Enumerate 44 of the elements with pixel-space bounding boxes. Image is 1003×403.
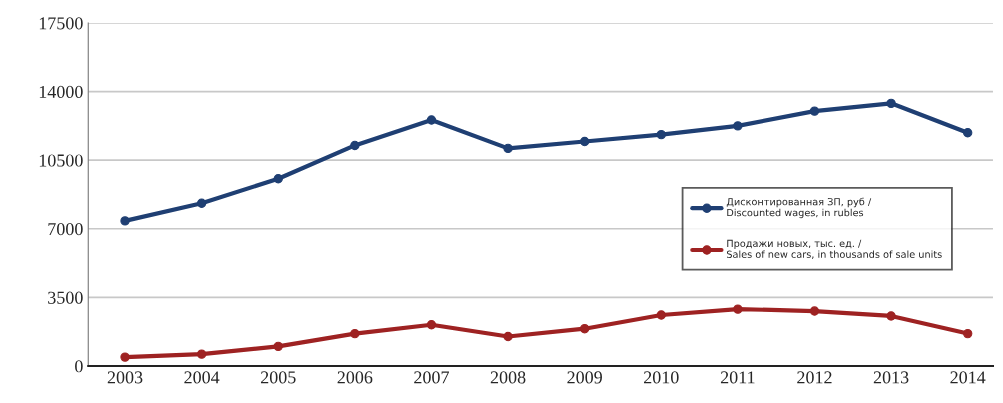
point xyxy=(733,121,743,131)
point xyxy=(120,216,130,226)
point xyxy=(579,136,590,147)
point xyxy=(579,324,590,334)
point xyxy=(426,115,437,125)
point xyxy=(273,341,283,352)
y-tick-label: 3500 xyxy=(48,291,83,304)
x-tick-label: 2005 xyxy=(260,371,296,384)
y-tick-label: 7000 xyxy=(48,223,83,236)
y-tick-label: 14000 xyxy=(39,85,83,98)
point xyxy=(809,306,820,316)
y-tick-label: 17500 xyxy=(39,17,83,30)
x-tick-label: 2003 xyxy=(107,371,143,384)
point xyxy=(196,349,207,359)
point xyxy=(886,98,896,109)
y-tick-label: 0 xyxy=(75,360,83,373)
point xyxy=(656,310,666,320)
y-tick-label: 10500 xyxy=(39,154,83,167)
point xyxy=(656,129,666,140)
x-tick-label: 2014 xyxy=(950,371,986,384)
point xyxy=(120,352,130,362)
point xyxy=(963,128,973,138)
point xyxy=(963,328,973,339)
x-tick-label: 2012 xyxy=(797,371,832,384)
point xyxy=(273,174,283,184)
x-tick-label: 2008 xyxy=(490,371,526,384)
point xyxy=(503,331,513,342)
point xyxy=(503,143,513,154)
point xyxy=(350,328,360,339)
legend-label: Дисконтированная ЗП, руб / Discounted wages, in rubles xyxy=(726,197,872,219)
x-tick-label: 2006 xyxy=(337,371,373,384)
point xyxy=(350,140,360,151)
point xyxy=(886,311,896,321)
point xyxy=(733,304,743,314)
x-tick-label: 2011 xyxy=(720,371,755,384)
x-tick-label: 2010 xyxy=(644,371,679,384)
x-tick-label: 2004 xyxy=(184,371,220,384)
point xyxy=(426,320,437,330)
legend-label: Продажи новых, тыс. ед. / Sales of new cars, in thousands of sale units xyxy=(726,239,942,259)
x-tick-label: 2013 xyxy=(873,371,909,384)
point xyxy=(196,198,207,208)
point xyxy=(809,106,820,116)
x-tick-label: 2009 xyxy=(567,371,602,384)
x-tick-label: 2007 xyxy=(414,371,449,384)
